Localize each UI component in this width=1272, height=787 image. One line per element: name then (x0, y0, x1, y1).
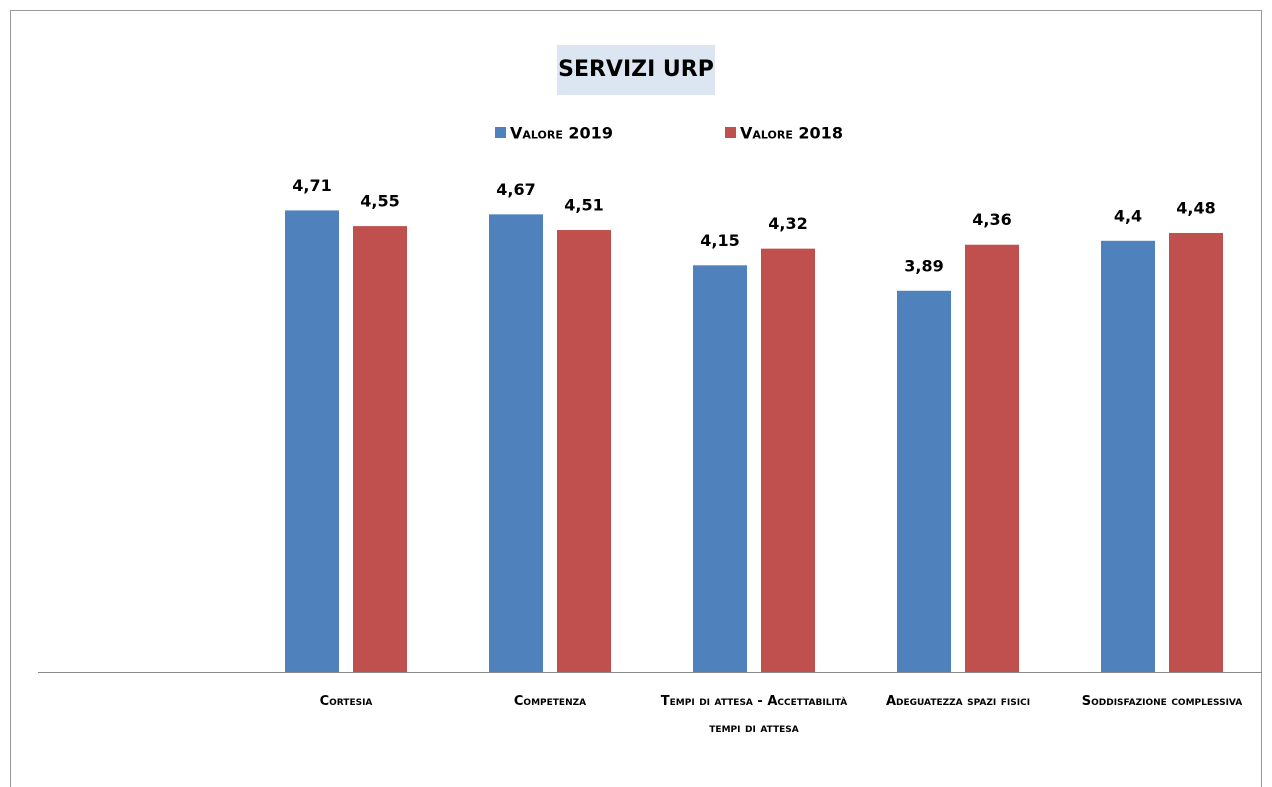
legend-label: Valore 2019 (510, 124, 613, 143)
data-label: 4,51 (564, 196, 603, 215)
bar (285, 210, 339, 673)
bar (557, 230, 611, 672)
data-label: 3,89 (904, 256, 943, 275)
legend-swatch (495, 127, 506, 138)
x-tick-label: Tempi di attesa - Accettabilità tempi di… (660, 694, 848, 736)
bar (761, 248, 815, 672)
x-tick-label-box: Adeguatezza spazi fisici (885, 694, 1031, 709)
data-label: 4,55 (360, 192, 399, 211)
bar (353, 226, 407, 672)
bar (897, 290, 951, 672)
data-label: 4,32 (768, 214, 807, 233)
data-label: 4,15 (700, 231, 739, 250)
x-tick-label: Soddisfazione complessiva (1081, 694, 1243, 709)
bar (965, 244, 1019, 672)
x-tick-label-box: Tempi di attesa - Accettabilità tempi di… (660, 694, 848, 736)
data-label: 4,67 (496, 180, 535, 199)
data-label: 4,36 (972, 210, 1011, 229)
x-tick-label-box: Cortesia (319, 694, 373, 709)
x-tick-label: Competenza (513, 694, 587, 709)
data-label: 4,71 (292, 176, 331, 195)
chart-border (10, 10, 1262, 787)
x-tick-label-box: Competenza (513, 694, 587, 709)
data-label: 4,48 (1176, 198, 1215, 217)
x-tick-label: Adeguatezza spazi fisici (885, 694, 1031, 709)
bar (1169, 232, 1223, 672)
x-tick-label: Cortesia (319, 694, 373, 709)
legend-swatch (725, 127, 736, 138)
data-label: 4,4 (1114, 206, 1142, 225)
chart-title: SERVIZI URP (558, 57, 714, 82)
bar (489, 214, 543, 672)
legend-label: Valore 2018 (740, 124, 843, 143)
bar (693, 265, 747, 672)
title-box (557, 45, 715, 95)
bar (1101, 240, 1155, 673)
x-tick-label-box: Soddisfazione complessiva (1081, 694, 1243, 709)
